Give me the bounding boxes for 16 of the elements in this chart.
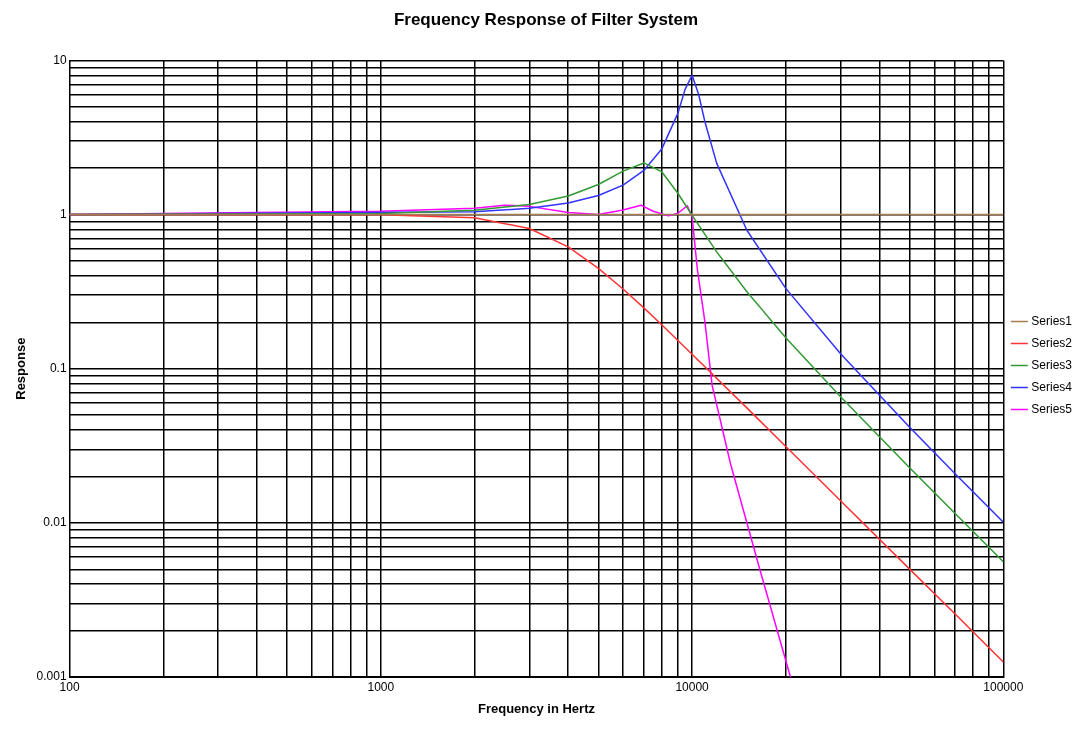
x-axis-title: Frequency in Hertz (477, 700, 596, 716)
y-tick-label: 1 (59, 206, 67, 221)
chart-title: Frequency Response of Filter System (393, 9, 699, 29)
legend-label: Series5 (1031, 401, 1073, 416)
x-tick-label: 10000 (675, 679, 710, 694)
legend-label: Series3 (1031, 357, 1073, 372)
x-tick-label: 100 (59, 679, 80, 694)
y-tick-label: 0.01 (43, 515, 67, 530)
x-tick-label: 100000 (983, 679, 1024, 694)
legend-label: Series2 (1031, 335, 1073, 350)
y-axis-title: Response (13, 337, 29, 400)
x-tick-label: 1000 (367, 679, 395, 694)
legend-label: Series1 (1031, 313, 1073, 328)
legend-label: Series4 (1031, 379, 1073, 394)
y-tick-label: 10 (53, 52, 67, 67)
y-tick-label: 0.1 (49, 361, 67, 376)
